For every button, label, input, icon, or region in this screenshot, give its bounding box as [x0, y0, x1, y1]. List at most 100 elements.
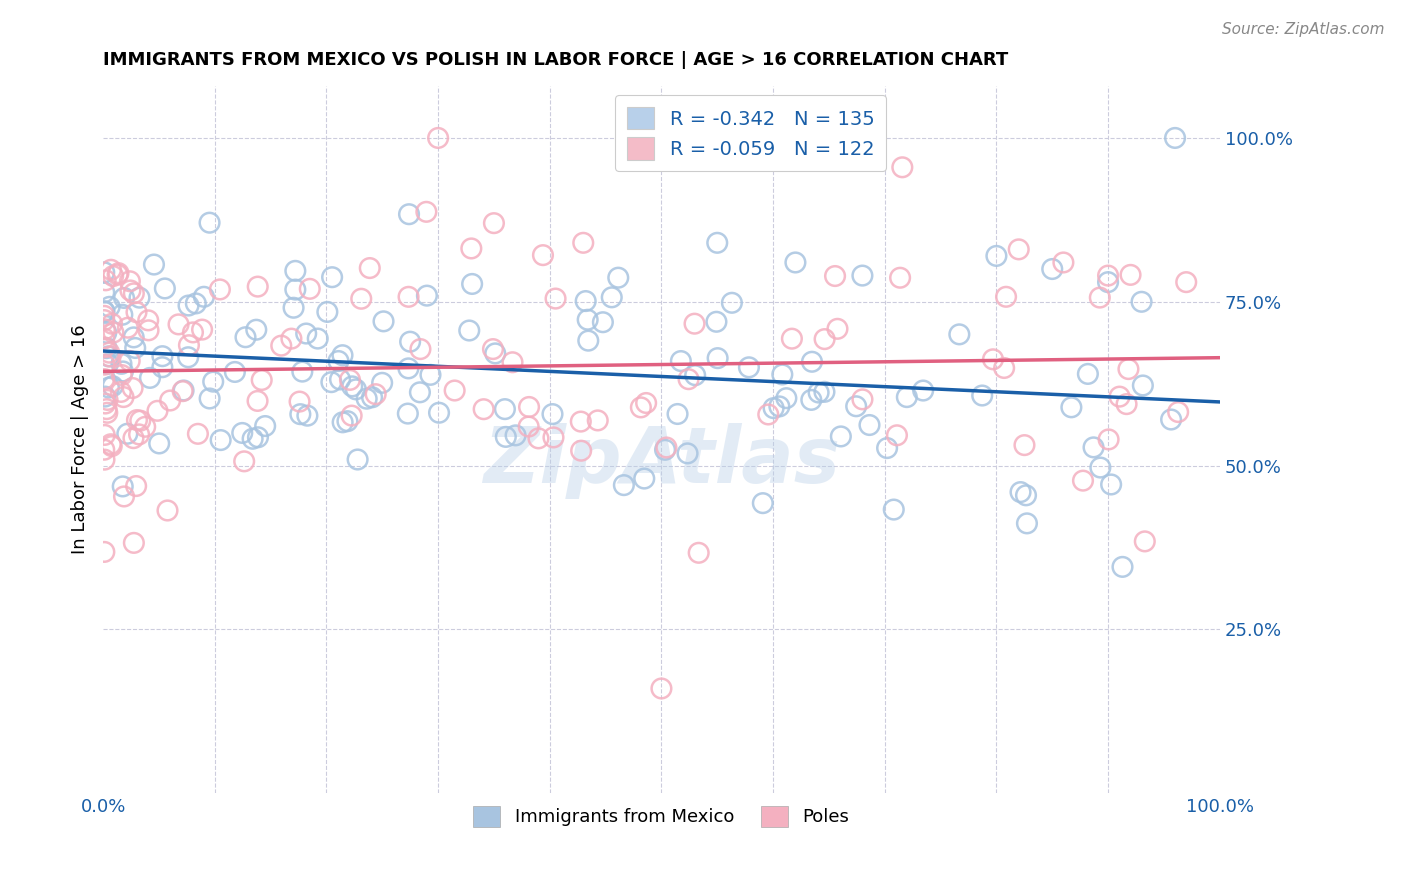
Point	[807, 385, 830, 400]
Point	[94, 322, 117, 336]
Point	[1115, 397, 1137, 411]
Point	[93, 340, 115, 354]
Point	[93, 285, 115, 300]
Point	[1083, 441, 1105, 455]
Point	[120, 284, 142, 298]
Legend: Immigrants from Mexico, Poles: Immigrants from Mexico, Poles	[465, 798, 856, 834]
Point	[98, 300, 121, 314]
Point	[250, 373, 273, 387]
Point	[427, 406, 450, 420]
Point	[344, 382, 367, 396]
Point	[316, 305, 339, 319]
Point	[706, 235, 728, 250]
Point	[350, 292, 373, 306]
Point	[633, 471, 655, 485]
Point	[93, 305, 115, 319]
Point	[122, 330, 145, 344]
Point	[128, 291, 150, 305]
Point	[1015, 488, 1038, 502]
Point	[224, 365, 246, 379]
Text: ZipAtlas: ZipAtlas	[482, 423, 839, 499]
Point	[458, 324, 481, 338]
Point	[111, 364, 134, 378]
Point	[409, 385, 432, 400]
Point	[245, 323, 267, 337]
Point	[676, 446, 699, 460]
Point	[1108, 390, 1130, 404]
Point	[198, 216, 221, 230]
Point	[630, 401, 652, 415]
Point	[111, 308, 134, 322]
Point	[883, 502, 905, 516]
Point	[101, 379, 124, 393]
Point	[482, 342, 505, 356]
Point	[107, 266, 129, 280]
Point	[1040, 262, 1063, 277]
Point	[572, 235, 595, 250]
Point	[122, 536, 145, 550]
Point	[122, 431, 145, 445]
Point	[100, 437, 122, 451]
Point	[1133, 534, 1156, 549]
Point	[752, 496, 775, 510]
Point	[112, 490, 135, 504]
Point	[607, 270, 630, 285]
Y-axis label: In Labor Force | Age > 16: In Labor Force | Age > 16	[72, 325, 89, 554]
Point	[398, 290, 420, 304]
Point	[461, 277, 484, 291]
Point	[851, 392, 873, 407]
Point	[181, 326, 204, 340]
Point	[495, 430, 517, 444]
Point	[291, 365, 314, 379]
Point	[101, 268, 124, 283]
Point	[121, 381, 143, 395]
Point	[100, 439, 122, 453]
Point	[948, 327, 970, 342]
Point	[93, 309, 115, 323]
Point	[184, 296, 207, 310]
Point	[111, 479, 134, 493]
Point	[93, 545, 115, 559]
Point	[254, 419, 277, 434]
Point	[851, 268, 873, 283]
Point	[153, 281, 176, 295]
Point	[96, 392, 118, 407]
Point	[972, 388, 994, 402]
Point	[97, 357, 120, 371]
Point	[198, 392, 221, 406]
Point	[122, 286, 145, 301]
Point	[801, 355, 824, 369]
Point	[361, 390, 384, 404]
Point	[993, 361, 1015, 376]
Point	[1118, 362, 1140, 376]
Point	[138, 323, 160, 337]
Point	[1010, 485, 1032, 500]
Point	[246, 430, 269, 444]
Point	[683, 317, 706, 331]
Point	[280, 332, 302, 346]
Point	[517, 400, 540, 414]
Point	[396, 361, 419, 376]
Point	[482, 216, 505, 230]
Point	[124, 341, 146, 355]
Point	[118, 274, 141, 288]
Point	[721, 295, 744, 310]
Point	[576, 312, 599, 326]
Point	[284, 283, 307, 297]
Point	[636, 396, 658, 410]
Point	[669, 354, 692, 368]
Point	[96, 406, 118, 420]
Point	[666, 407, 689, 421]
Point	[544, 292, 567, 306]
Point	[328, 354, 350, 368]
Point	[208, 282, 231, 296]
Point	[112, 291, 135, 305]
Point	[332, 348, 354, 362]
Point	[889, 270, 911, 285]
Point	[103, 326, 125, 340]
Point	[800, 392, 823, 407]
Point	[93, 358, 115, 372]
Point	[768, 400, 790, 414]
Point	[94, 396, 117, 410]
Point	[100, 262, 122, 277]
